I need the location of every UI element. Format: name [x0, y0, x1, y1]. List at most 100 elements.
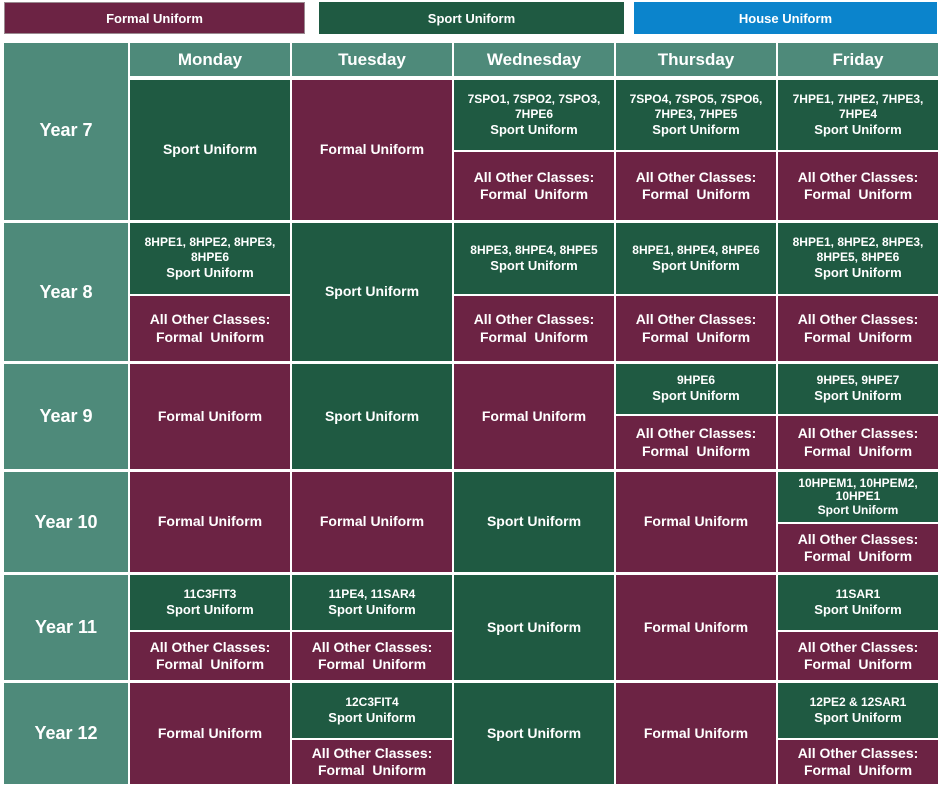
legend-sport-uniform: Sport Uniform [319, 2, 624, 34]
year-label: Year 7 [39, 120, 93, 141]
year-9-header: Year 9 [4, 364, 128, 469]
class-list: 11PE4, 11SAR4 [328, 586, 416, 601]
other-classes-label: All Other Classes: [149, 311, 271, 327]
year-label: Year 12 [34, 723, 98, 744]
year-10-header: Year 10 [4, 472, 128, 572]
class-list: 7SPO1, 7SPO2, 7SPO3, 7HPE6 [467, 91, 601, 121]
legend-formal-label: Formal Uniform [106, 10, 203, 26]
y9-tuesday-cell: Sport Uniform [292, 364, 452, 469]
year-label: Year 9 [39, 406, 93, 427]
y9-friday-other-cell: All Other Classes: Formal Uniform [778, 416, 938, 469]
y12-friday-other-cell: All Other Classes: Formal Uniform [778, 740, 938, 784]
legend-formal-uniform: Formal Uniform [4, 2, 305, 34]
uniform-label: Sport Uniform [814, 709, 902, 725]
y11-wednesday-cell: Sport Uniform [454, 575, 614, 680]
uniform-label: Formal Uniform [157, 407, 263, 424]
day-label: Friday [832, 49, 884, 69]
other-classes-label: All Other Classes: [635, 311, 757, 327]
uniform-label: Sport Uniform [324, 283, 420, 300]
uniform-label: Sport Uniform [162, 141, 258, 158]
year-label: Year 10 [34, 511, 98, 532]
legend-sport-label: Sport Uniform [427, 10, 516, 26]
uniform-label: Formal Uniform [317, 762, 427, 778]
y9-monday-cell: Formal Uniform [130, 364, 290, 469]
y11-thursday-cell: Formal Uniform [616, 575, 776, 680]
uniform-label: Sport Uniform [324, 407, 420, 424]
y8-monday-other-cell: All Other Classes: Formal Uniform [130, 296, 290, 361]
other-classes-label: All Other Classes: [797, 168, 919, 185]
uniform-label: Formal Uniform [319, 513, 425, 530]
year-11-header: Year 11 [4, 575, 128, 680]
legend-house-uniform: House Uniform [634, 2, 937, 34]
y11-friday-other-cell: All Other Classes: Formal Uniform [778, 632, 938, 680]
uniform-label: Sport Uniform [490, 257, 578, 273]
year-12-header: Year 12 [4, 683, 128, 784]
class-list: 12C3FIT4 [345, 694, 399, 709]
uniform-label: Formal Uniform [641, 186, 751, 202]
day-label: Wednesday [486, 49, 582, 69]
other-classes-label: All Other Classes: [311, 638, 433, 655]
y7-thursday-sport-cell: 7SPO4, 7SPO5, 7SPO6, 7HPE3, 7HPE5 Sport U… [616, 80, 776, 150]
y10-thursday-cell: Formal Uniform [616, 472, 776, 572]
uniform-label: Sport Uniform [486, 618, 582, 635]
y7-wednesday-other-cell: All Other Classes: Formal Uniform [454, 152, 614, 220]
day-header-tuesday: Tuesday [292, 43, 452, 76]
uniform-label: Sport Uniform [814, 265, 902, 281]
class-list: 7HPE1, 7HPE2, 7HPE3, 7HPE4 [792, 91, 924, 121]
uniform-label: Sport Uniform [486, 513, 582, 530]
other-classes-label: All Other Classes: [311, 744, 433, 761]
class-list: 8HPE1, 8HPE2, 8HPE3, 8HPE5, 8HPE6 [792, 235, 924, 265]
class-list: 11SAR1 [835, 586, 881, 601]
y12-thursday-cell: Formal Uniform [616, 683, 776, 784]
y8-thursday-sport-cell: 8HPE1, 8HPE4, 8HPE6 Sport Uniform [616, 223, 776, 294]
uniform-label: Sport Uniform [486, 724, 582, 741]
uniform-label: Formal Uniform [317, 656, 427, 672]
y10-friday-other-cell: All Other Classes: Formal Uniform [778, 524, 938, 572]
uniform-label: Sport Uniform [166, 601, 254, 617]
other-classes-label: All Other Classes: [797, 744, 919, 761]
uniform-label: Formal Uniform [481, 407, 587, 424]
y8-wednesday-other-cell: All Other Classes: Formal Uniform [454, 296, 614, 361]
uniform-label: Sport Uniform [814, 601, 902, 617]
y8-tuesday-cell: Sport Uniform [292, 223, 452, 361]
uniform-label: Sport Uniform [814, 121, 902, 137]
class-list: 8HPE3, 8HPE4, 8HPE5 [470, 242, 598, 257]
uniform-label: Formal Uniform [319, 141, 425, 158]
y12-tuesday-sport-cell: 12C3FIT4 Sport Uniform [292, 683, 452, 738]
day-header-thursday: Thursday [616, 43, 776, 76]
other-classes-label: All Other Classes: [473, 168, 595, 185]
class-list: 12PE2 & 12SAR1 [809, 694, 907, 709]
y12-friday-sport-cell: 12PE2 & 12SAR1 Sport Uniform [778, 683, 938, 738]
year-8-header: Year 8 [4, 223, 128, 361]
uniform-label: Sport Uniform [817, 502, 899, 517]
y10-tuesday-cell: Formal Uniform [292, 472, 452, 572]
other-classes-label: All Other Classes: [797, 530, 919, 547]
class-list: 10HPEM1, 10HPEM2, 10HPE1 [798, 476, 918, 504]
uniform-label: Formal Uniform [641, 442, 751, 459]
y10-monday-cell: Formal Uniform [130, 472, 290, 572]
y9-thursday-sport-cell: 9HPE6 Sport Uniform [616, 364, 776, 414]
class-list: 8HPE1, 8HPE4, 8HPE6 [632, 242, 760, 257]
uniform-label: Formal Uniform [157, 724, 263, 741]
uniform-label: Formal Uniform [479, 328, 589, 345]
other-classes-label: All Other Classes: [635, 425, 757, 441]
other-classes-label: All Other Classes: [797, 638, 919, 655]
y9-wednesday-cell: Formal Uniform [454, 364, 614, 469]
y11-monday-sport-cell: 11C3FIT3 Sport Uniform [130, 575, 290, 630]
uniform-label: Formal Uniform [803, 328, 913, 345]
uniform-label: Formal Uniform [155, 656, 265, 672]
uniform-label: Sport Uniform [166, 265, 254, 281]
uniform-label: Formal Uniform [803, 656, 913, 672]
day-header-monday: Monday [130, 43, 290, 76]
y8-monday-sport-cell: 8HPE1, 8HPE2, 8HPE3, 8HPE6 Sport Uniform [130, 223, 290, 294]
class-list: 7SPO4, 7SPO5, 7SPO6, 7HPE3, 7HPE5 [629, 91, 763, 121]
y11-monday-other-cell: All Other Classes: Formal Uniform [130, 632, 290, 680]
y7-friday-other-cell: All Other Classes: Formal Uniform [778, 152, 938, 220]
uniform-label: Formal Uniform [803, 548, 913, 564]
y7-tuesday-cell: Formal Uniform [292, 80, 452, 220]
y10-friday-sport-cell: 10HPEM1, 10HPEM2, 10HPE1 Sport Uniform [778, 472, 938, 522]
y8-wednesday-sport-cell: 8HPE3, 8HPE4, 8HPE5 Sport Uniform [454, 223, 614, 294]
other-classes-label: All Other Classes: [635, 168, 757, 185]
y9-friday-sport-cell: 9HPE5, 9HPE7 Sport Uniform [778, 364, 938, 414]
other-classes-label: All Other Classes: [149, 638, 271, 655]
